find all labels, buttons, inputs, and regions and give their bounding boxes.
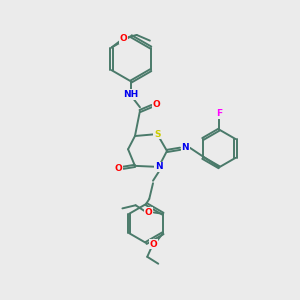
- Text: O: O: [152, 100, 160, 109]
- Text: N: N: [182, 143, 189, 152]
- Text: O: O: [120, 34, 128, 43]
- Text: O: O: [115, 164, 122, 173]
- Text: NH: NH: [124, 90, 139, 99]
- Text: N: N: [155, 162, 163, 171]
- Text: O: O: [150, 240, 158, 249]
- Text: F: F: [216, 110, 222, 118]
- Text: O: O: [145, 208, 153, 217]
- Text: S: S: [154, 130, 160, 139]
